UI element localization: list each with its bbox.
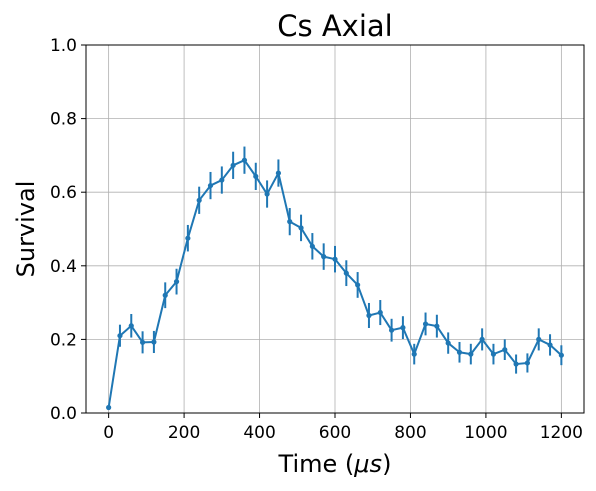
- x-tick-label: 1000: [464, 423, 507, 443]
- data-point: [128, 323, 134, 329]
- data-point: [422, 321, 429, 327]
- x-tick-label: 800: [394, 423, 426, 443]
- x-axis-title: Time (μs): [278, 450, 392, 478]
- y-axis-title: Survival: [12, 181, 40, 278]
- data-point: [196, 197, 202, 203]
- data-series: [106, 146, 564, 411]
- data-point: [524, 360, 531, 366]
- data-point: [309, 243, 315, 249]
- data-point: [377, 309, 383, 316]
- data-point: [139, 339, 146, 345]
- data-point: [468, 351, 474, 357]
- x-tick-label: 0: [103, 423, 114, 443]
- data-point: [230, 162, 236, 168]
- y-tick-label: 0.6: [50, 183, 77, 203]
- data-point: [219, 177, 225, 183]
- data-point: [366, 312, 372, 319]
- data-point: [287, 219, 293, 225]
- x-tick-label: 1200: [540, 423, 583, 443]
- y-tick-label: 0.8: [50, 110, 77, 130]
- data-point: [547, 342, 553, 348]
- x-tick-label: 600: [319, 423, 351, 443]
- y-tick-label: 0.4: [50, 257, 77, 277]
- data-point: [151, 339, 157, 345]
- x-tick-label: 400: [243, 423, 275, 443]
- data-point: [400, 325, 406, 331]
- data-point: [117, 333, 123, 339]
- data-point: [558, 352, 564, 358]
- axis-ticks: 0 200 400 600 800 1000 1200 0.0 0.2 0.4 0.6 0.8 1.0: [50, 36, 583, 443]
- data-point: [106, 404, 112, 411]
- data-point: [343, 270, 349, 276]
- data-point: [241, 157, 248, 163]
- y-tick-label: 0.2: [50, 330, 77, 350]
- data-point: [298, 225, 304, 231]
- data-point: [490, 351, 497, 357]
- data-point: [388, 327, 395, 333]
- data-point: [253, 173, 259, 179]
- data-point: [434, 323, 440, 329]
- data-point: [536, 336, 542, 342]
- data-point: [207, 182, 214, 189]
- data-point: [445, 340, 451, 346]
- grid: [86, 44, 584, 414]
- data-point: [162, 292, 168, 298]
- data-point: [185, 235, 191, 241]
- x-tick-label: 200: [168, 423, 200, 443]
- data-point: [513, 361, 519, 367]
- data-point: [411, 351, 417, 357]
- data-point: [321, 254, 327, 260]
- y-tick-label: 0.0: [50, 404, 77, 424]
- data-point: [173, 279, 180, 285]
- data-point: [355, 282, 361, 288]
- y-tick-label: 1.0: [50, 36, 77, 56]
- data-point: [479, 336, 485, 342]
- data-point: [332, 256, 338, 262]
- data-point: [264, 191, 270, 197]
- data-point: [456, 349, 463, 355]
- data-point: [275, 170, 282, 176]
- data-point: [502, 347, 508, 353]
- chart-title: Cs Axial: [277, 9, 392, 43]
